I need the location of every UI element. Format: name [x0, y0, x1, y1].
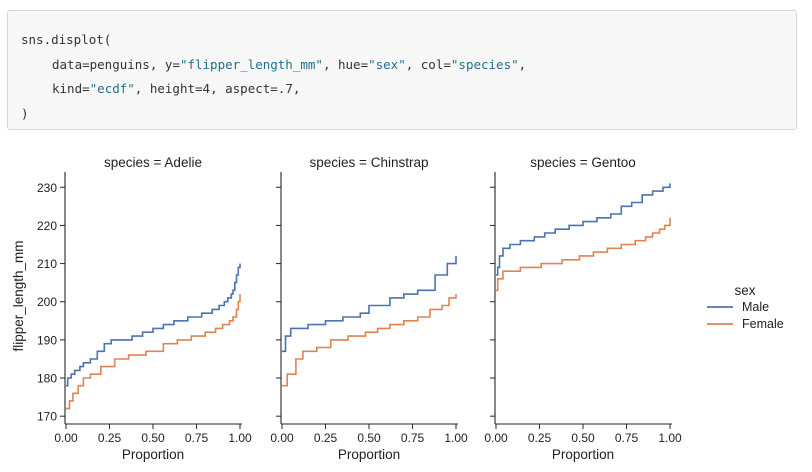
- x-tick-label: 0.50: [141, 431, 165, 445]
- x-tick-label: 0.25: [528, 431, 552, 445]
- x-tick-label: 1.00: [444, 431, 468, 445]
- x-axis-label: Proportion: [122, 447, 184, 462]
- y-axis-label: flipper_length_mm: [11, 240, 26, 351]
- x-tick-label: 0.75: [615, 431, 639, 445]
- y-tick-label: 220: [37, 219, 57, 233]
- panel-title: species = Chinstrap: [310, 155, 429, 170]
- x-tick-label: 1.00: [658, 431, 682, 445]
- x-tick-label: 0.75: [185, 431, 209, 445]
- legend-entry: Female: [742, 317, 784, 331]
- panel-title: species = Gentoo: [530, 155, 635, 170]
- code-line-1: sns.displot(: [21, 32, 112, 47]
- x-tick-label: 0.50: [357, 431, 381, 445]
- panel-title: species = Adelie: [104, 155, 202, 170]
- ecdf-line-male: [282, 255, 457, 353]
- y-tick-label: 170: [37, 410, 57, 424]
- y-tick-label: 230: [37, 181, 57, 195]
- ecdf-line-male: [496, 183, 671, 276]
- ecdf-line-male: [66, 263, 241, 387]
- x-tick-label: 0.00: [484, 431, 508, 445]
- ecdf-line-female: [66, 294, 241, 410]
- x-tick-label: 1.00: [228, 431, 252, 445]
- y-tick-label: 200: [37, 295, 57, 309]
- x-tick-label: 0.75: [401, 431, 425, 445]
- x-tick-label: 0.00: [270, 431, 294, 445]
- code-line-2: data=penguins, y="flipper_length_mm", hu…: [52, 56, 527, 72]
- x-axis-label: Proportion: [338, 447, 400, 462]
- x-tick-label: 0.50: [571, 431, 595, 445]
- code-line-4: ): [21, 105, 29, 121]
- legend-entry: Male: [742, 300, 769, 314]
- ecdf-line-female: [496, 217, 671, 292]
- x-tick-label: 0.25: [314, 431, 338, 445]
- ecdf-line-female: [282, 294, 457, 387]
- y-tick-label: 180: [37, 372, 57, 386]
- code-cell[interactable]: sns.displot( data=penguins, y="flipper_l…: [7, 10, 797, 130]
- y-tick-label: 190: [37, 333, 57, 347]
- ecdf-figure: species = Adelie 170 180 190 200 210 220 230 0.0…: [11, 155, 784, 462]
- legend-title: sex: [734, 283, 755, 298]
- x-axis-label: Proportion: [552, 447, 614, 462]
- x-tick-label: 0.25: [98, 431, 122, 445]
- code-line-3: kind="ecdf", height=4, aspect=.7,: [52, 81, 301, 96]
- y-tick-label: 210: [37, 257, 57, 271]
- x-tick-label: 0.00: [54, 431, 78, 445]
